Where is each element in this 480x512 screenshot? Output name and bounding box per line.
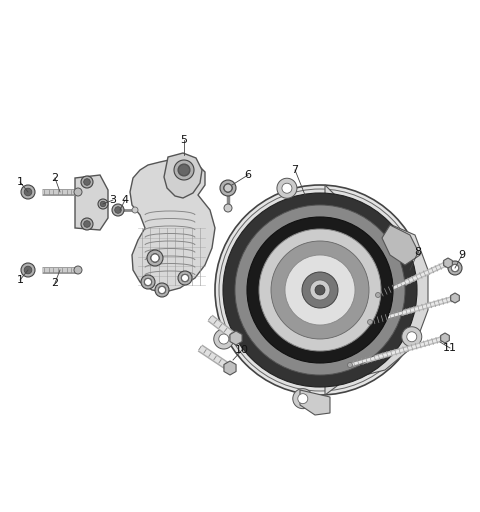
Polygon shape — [75, 175, 108, 230]
Polygon shape — [164, 153, 202, 198]
Circle shape — [215, 185, 425, 395]
Text: 2: 2 — [51, 173, 59, 183]
Circle shape — [144, 278, 152, 286]
Circle shape — [178, 164, 190, 176]
Circle shape — [302, 272, 338, 308]
Circle shape — [368, 319, 372, 325]
Text: 7: 7 — [291, 165, 299, 175]
Circle shape — [84, 179, 90, 185]
Text: 10: 10 — [235, 345, 249, 355]
Circle shape — [282, 183, 292, 193]
Circle shape — [452, 265, 458, 271]
Circle shape — [214, 329, 234, 349]
Text: 1: 1 — [16, 177, 24, 187]
Circle shape — [21, 263, 35, 277]
Circle shape — [223, 193, 417, 387]
Circle shape — [219, 334, 229, 344]
Circle shape — [277, 178, 297, 198]
Circle shape — [259, 229, 381, 351]
Circle shape — [132, 207, 138, 213]
Circle shape — [181, 274, 189, 282]
Polygon shape — [130, 158, 215, 292]
Circle shape — [174, 160, 194, 180]
Circle shape — [219, 189, 421, 391]
Circle shape — [144, 279, 152, 286]
Circle shape — [158, 286, 166, 294]
Polygon shape — [441, 333, 449, 343]
Polygon shape — [300, 390, 330, 415]
Circle shape — [24, 188, 32, 196]
Circle shape — [21, 185, 35, 199]
Circle shape — [151, 254, 159, 262]
Text: 8: 8 — [414, 247, 421, 257]
Circle shape — [235, 205, 405, 375]
Text: 5: 5 — [180, 135, 188, 145]
Circle shape — [84, 221, 90, 227]
Circle shape — [375, 292, 381, 297]
Circle shape — [74, 266, 82, 274]
Circle shape — [451, 264, 459, 272]
Circle shape — [402, 327, 422, 347]
Circle shape — [298, 394, 308, 403]
Circle shape — [293, 389, 313, 409]
Circle shape — [151, 253, 159, 262]
Text: 2: 2 — [51, 278, 59, 288]
Circle shape — [74, 188, 82, 196]
Circle shape — [81, 176, 93, 188]
Circle shape — [112, 204, 124, 216]
Circle shape — [224, 204, 232, 212]
Polygon shape — [325, 185, 428, 395]
Polygon shape — [444, 258, 452, 268]
Text: 1: 1 — [16, 275, 24, 285]
Circle shape — [181, 274, 189, 282]
Text: 9: 9 — [458, 250, 466, 260]
Circle shape — [310, 280, 330, 300]
Circle shape — [155, 283, 169, 297]
Polygon shape — [382, 225, 420, 265]
Circle shape — [24, 266, 32, 274]
Circle shape — [271, 241, 369, 339]
Circle shape — [178, 271, 192, 285]
Circle shape — [224, 184, 232, 193]
Polygon shape — [230, 331, 242, 345]
Circle shape — [247, 217, 393, 363]
Circle shape — [448, 261, 462, 275]
Circle shape — [224, 184, 232, 192]
Text: 3: 3 — [109, 195, 117, 205]
Circle shape — [100, 201, 106, 207]
Circle shape — [220, 180, 236, 196]
Circle shape — [158, 287, 166, 293]
Circle shape — [348, 362, 352, 368]
Circle shape — [141, 275, 155, 289]
Circle shape — [81, 218, 93, 230]
Circle shape — [147, 250, 163, 266]
Text: 4: 4 — [121, 195, 129, 205]
Circle shape — [179, 164, 190, 176]
Polygon shape — [451, 293, 459, 303]
Circle shape — [98, 199, 108, 209]
Polygon shape — [224, 361, 236, 375]
Circle shape — [285, 255, 355, 325]
Circle shape — [315, 285, 325, 295]
Circle shape — [115, 207, 121, 214]
Text: 11: 11 — [443, 343, 457, 353]
Circle shape — [407, 332, 417, 342]
Text: 6: 6 — [244, 170, 252, 180]
